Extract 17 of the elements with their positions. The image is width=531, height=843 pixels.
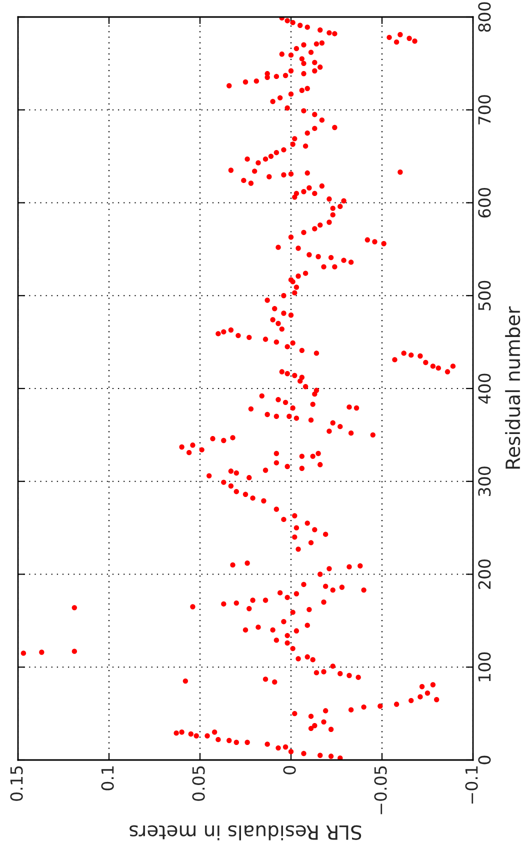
x-axis-title: SLR Residuals in meters	[130, 825, 362, 840]
y-tick-label: 500	[478, 280, 491, 310]
y-tick-label: 100	[478, 652, 491, 682]
y-tick-label: 600	[478, 188, 491, 218]
x-tick-label: −0.05	[374, 766, 387, 814]
y-tick-label: 800	[478, 2, 491, 32]
y-axis-title: Residual number	[505, 306, 520, 469]
y-tick-label: 300	[478, 466, 491, 496]
x-tick-label: −0.1	[465, 766, 478, 804]
x-tick-label: 0	[283, 766, 296, 774]
y-tick-label: 0	[478, 756, 491, 764]
y-tick-label: 400	[478, 374, 491, 404]
y-tick-label: 200	[478, 559, 491, 589]
x-tick-label: 0.1	[101, 766, 114, 790]
y-tick-label: 700	[478, 95, 491, 124]
x-tick-label: 0.05	[192, 766, 205, 801]
x-tick-label: 0.15	[10, 766, 23, 801]
